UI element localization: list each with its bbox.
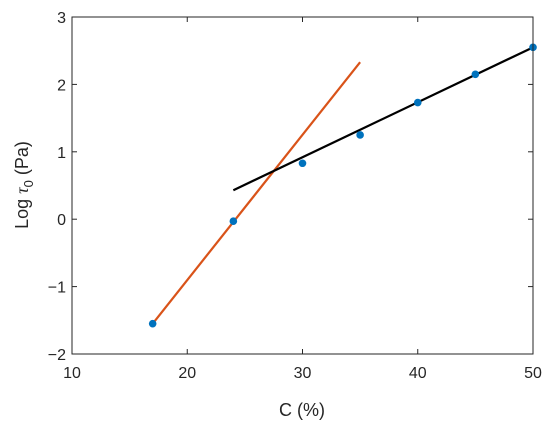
data-point xyxy=(356,131,364,139)
data-point xyxy=(148,319,157,328)
y-axis-label-unit: (Pa) xyxy=(12,141,32,180)
x-tick-label: 30 xyxy=(294,365,312,382)
y-tick-label: 3 xyxy=(57,10,66,27)
y-tick-label: −2 xyxy=(48,347,66,364)
y-axis-label-symbol: τ xyxy=(12,187,32,194)
fit-line-1 xyxy=(151,61,361,325)
axes-box xyxy=(71,16,534,355)
data-point xyxy=(471,70,480,79)
x-tick-label: 10 xyxy=(63,365,81,382)
y-axis-label-subscript: 0 xyxy=(21,180,36,187)
plot-area xyxy=(72,17,533,354)
data-point xyxy=(229,217,238,226)
axis-ticks: 10 20 30 40 50 −2 −1 0 1 2 3 xyxy=(48,10,542,382)
data-points xyxy=(148,43,537,328)
x-tick-label: 40 xyxy=(409,365,427,382)
y-tick-label: 1 xyxy=(57,145,66,162)
data-point xyxy=(413,98,422,107)
y-tick-label: −1 xyxy=(48,280,66,297)
x-tick-label: 50 xyxy=(524,365,542,382)
data-point xyxy=(298,159,307,168)
x-tick-label: 20 xyxy=(178,365,196,382)
fit-lines xyxy=(151,46,534,325)
x-axis-label: C (%) xyxy=(279,400,325,420)
y-axis-label: Log τ0 (Pa) xyxy=(12,141,36,229)
y-axis-label-prefix: Log xyxy=(12,194,32,229)
fit-line-2 xyxy=(232,46,534,192)
y-tick-label: 0 xyxy=(57,212,66,229)
y-tick-label: 2 xyxy=(57,77,66,94)
